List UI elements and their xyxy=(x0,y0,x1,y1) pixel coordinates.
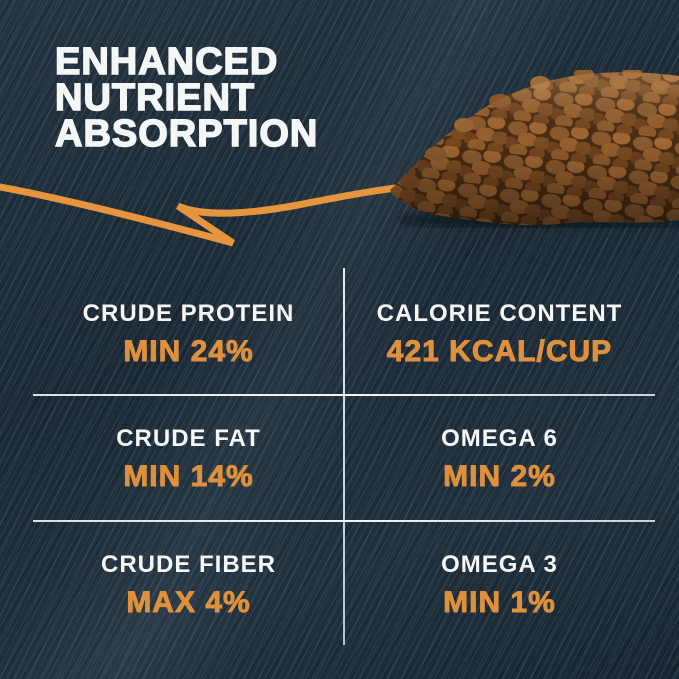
stat-value: MAX 4% xyxy=(126,585,251,619)
divider-horizontal-2 xyxy=(33,520,655,522)
stat-value: MIN 1% xyxy=(443,585,556,619)
stat-label: OMEGA 3 xyxy=(441,550,558,578)
divider-horizontal-1 xyxy=(33,394,655,396)
hand-drawn-arrow-icon xyxy=(0,183,400,247)
stat-label: OMEGA 6 xyxy=(441,425,558,453)
table-cell-crude-fat: CRUDE FAT MIN 14% xyxy=(33,397,344,522)
table-cell-crude-protein: CRUDE PROTEIN MIN 24% xyxy=(33,272,344,397)
divider-vertical xyxy=(343,268,345,645)
table-cell-omega-3: OMEGA 3 MIN 1% xyxy=(344,523,655,648)
stat-value: 421 KCAL/CUP xyxy=(386,335,613,369)
table-cell-omega-6: OMEGA 6 MIN 2% xyxy=(344,397,655,522)
stat-label: CALORIE CONTENT xyxy=(376,300,623,328)
table-cell-crude-fiber: CRUDE FIBER MAX 4% xyxy=(33,523,344,648)
stat-value: MIN 2% xyxy=(443,460,556,494)
heading-line-3: ABSORPTION xyxy=(54,113,319,155)
stat-label: CRUDE PROTEIN xyxy=(82,300,295,328)
stat-label: CRUDE FAT xyxy=(116,425,261,453)
stat-label: CRUDE FIBER xyxy=(100,550,276,578)
heading-line-2: NUTRIENT xyxy=(54,77,256,119)
nutrition-table: CRUDE PROTEIN MIN 24% CALORIE CONTENT 42… xyxy=(33,272,655,648)
heading-line-1: ENHANCED xyxy=(54,41,279,83)
kibble-pile-image xyxy=(390,70,679,228)
stat-value: MIN 24% xyxy=(123,335,254,369)
table-cell-calorie-content: CALORIE CONTENT 421 KCAL/CUP xyxy=(344,272,655,397)
stat-value: MIN 14% xyxy=(123,460,254,494)
page-title: ENHANCED NUTRIENT ABSORPTION xyxy=(54,41,319,155)
